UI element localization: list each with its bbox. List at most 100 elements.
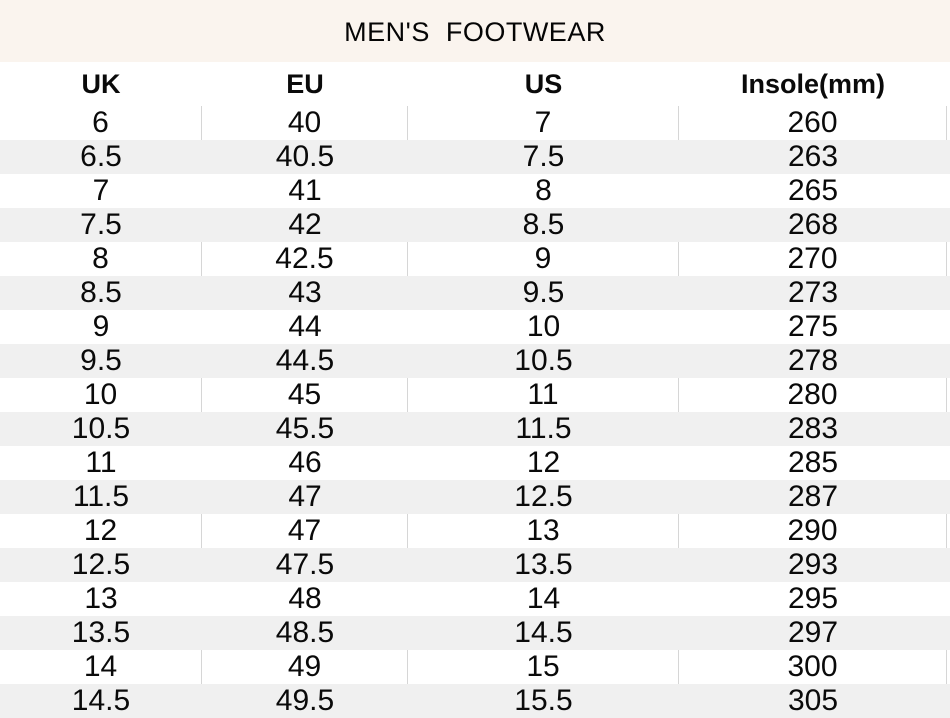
table-cell: 12.5 <box>514 480 573 513</box>
table-row: 6 40 7 260 <box>0 106 950 140</box>
table-cell: 41 <box>288 174 322 207</box>
table-cell: 283 <box>787 412 839 445</box>
table-row: 10.5 45.5 11.5 283 <box>0 412 950 446</box>
table-cell: 9 <box>92 310 110 343</box>
table-cell: 8.5 <box>80 276 122 309</box>
table-row: 6.5 40.5 7.5 263 <box>0 140 950 174</box>
table-cell: 10.5 <box>514 344 573 377</box>
table-row: 12 47 13 290 <box>0 514 950 548</box>
table-cell: 12.5 <box>71 548 131 581</box>
column-header-eu: EU <box>286 69 324 99</box>
table-cell: 42.5 <box>202 242 408 276</box>
table-cell: 44 <box>288 310 322 343</box>
table-cell: 45 <box>202 378 408 412</box>
table-cell: 7.5 <box>80 208 122 241</box>
table-cell: 270 <box>679 242 947 276</box>
table-cell: 9.5 <box>80 344 122 377</box>
table-row: 14.5 49.5 15.5 305 <box>0 684 950 718</box>
table-cell: 8 <box>535 174 552 207</box>
column-header-insole-mm: Insole(mm) <box>740 69 886 99</box>
table-cell: 14.5 <box>71 684 131 717</box>
table-row: 11 46 12 285 <box>0 446 950 480</box>
table-cell: 47 <box>288 480 322 513</box>
table-cell: 287 <box>787 480 839 513</box>
table-cell: 11.5 <box>72 480 130 513</box>
table-row: 9 44 10 275 <box>0 310 950 344</box>
table-cell: 15 <box>408 650 679 684</box>
table-row: 11.5 47 12.5 287 <box>0 480 950 514</box>
table-cell: 12 <box>526 446 561 479</box>
table-cell: 8.5 <box>522 208 565 241</box>
table-cell: 300 <box>679 650 947 684</box>
table-cell: 40.5 <box>275 140 335 173</box>
table-cell: 42 <box>288 208 322 241</box>
table-cell: 13 <box>84 582 118 615</box>
table-cell: 290 <box>679 514 947 548</box>
table-cell: 13 <box>408 514 679 548</box>
column-header-us: US <box>524 69 563 99</box>
table-row: 14 49 15 300 <box>0 650 950 684</box>
table-row: 7 41 8 265 <box>0 174 950 208</box>
table-cell: 13.5 <box>514 548 573 581</box>
table-cell: 10 <box>526 310 561 343</box>
table-cell: 8 <box>0 242 202 276</box>
table-cell: 43 <box>288 276 322 309</box>
size-table: UK EU US Insole(mm) 6 40 7 260 6.5 40.5 7.5 263 7 41… <box>0 62 950 718</box>
table-cell: 47 <box>202 514 408 548</box>
table-cell: 15.5 <box>514 684 573 717</box>
table-cell: 7 <box>92 174 110 207</box>
table-cell: 11 <box>85 446 117 479</box>
table-cell: 285 <box>787 446 839 479</box>
table-cell: 12 <box>0 514 202 548</box>
table-cell: 9 <box>408 242 679 276</box>
table-row: 7.5 42 8.5 268 <box>0 208 950 242</box>
table-cell: 293 <box>787 548 839 581</box>
table-header-row: UK EU US Insole(mm) <box>0 62 950 106</box>
table-cell: 9.5 <box>522 276 565 309</box>
table-body: 6 40 7 260 6.5 40.5 7.5 263 7 41 8 265 7.5 42 8.5 268 8 4… <box>0 106 950 718</box>
table-cell: 295 <box>787 582 839 615</box>
table-cell: 11.5 <box>515 412 572 445</box>
table-cell: 275 <box>787 310 839 343</box>
table-cell: 6.5 <box>80 140 122 173</box>
table-cell: 45.5 <box>275 412 335 445</box>
table-cell: 6 <box>0 106 202 140</box>
table-cell: 13.5 <box>71 616 131 649</box>
table-cell: 49 <box>202 650 408 684</box>
table-row: 10 45 11 280 <box>0 378 950 412</box>
table-cell: 48 <box>288 582 322 615</box>
table-cell: 7 <box>408 106 679 140</box>
table-cell: 268 <box>787 208 839 241</box>
table-cell: 10 <box>0 378 202 412</box>
table-cell: 11 <box>408 378 679 412</box>
table-cell: 297 <box>787 616 839 649</box>
table-cell: 47.5 <box>275 548 335 581</box>
table-cell: 273 <box>787 276 839 309</box>
table-cell: 14.5 <box>514 616 573 649</box>
table-cell: 265 <box>787 174 839 207</box>
table-cell: 305 <box>787 684 839 717</box>
table-cell: 14 <box>526 582 561 615</box>
table-cell: 40 <box>202 106 408 140</box>
page-title: MEN'S FOOTWEAR <box>344 16 606 47</box>
table-cell: 7.5 <box>522 140 565 173</box>
table-row: 12.5 47.5 13.5 293 <box>0 548 950 582</box>
table-cell: 14 <box>0 650 202 684</box>
table-cell: 278 <box>787 344 839 377</box>
title-band: MEN'S FOOTWEAR <box>0 0 950 62</box>
table-row: 8 42.5 9 270 <box>0 242 950 276</box>
table-cell: 49.5 <box>275 684 335 717</box>
table-cell: 280 <box>679 378 947 412</box>
table-cell: 48.5 <box>275 616 335 649</box>
table-cell: 44.5 <box>275 344 335 377</box>
table-row: 13.5 48.5 14.5 297 <box>0 616 950 650</box>
table-cell: 46 <box>288 446 322 479</box>
table-cell: 260 <box>679 106 947 140</box>
table-row: 8.5 43 9.5 273 <box>0 276 950 310</box>
table-row: 13 48 14 295 <box>0 582 950 616</box>
table-row: 9.5 44.5 10.5 278 <box>0 344 950 378</box>
column-header-uk: UK <box>81 69 121 99</box>
table-cell: 263 <box>787 140 839 173</box>
table-cell: 10.5 <box>71 412 131 445</box>
